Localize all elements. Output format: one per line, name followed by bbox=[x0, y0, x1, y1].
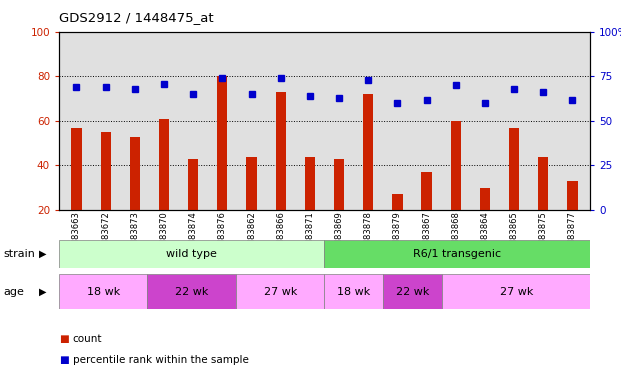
Text: ▶: ▶ bbox=[39, 286, 46, 297]
Bar bbox=[509, 128, 519, 210]
Bar bbox=[305, 157, 315, 210]
Text: strain: strain bbox=[3, 249, 35, 259]
Bar bbox=[422, 172, 432, 210]
Text: wild type: wild type bbox=[166, 249, 217, 259]
Text: ■: ■ bbox=[59, 334, 69, 344]
Bar bbox=[130, 136, 140, 210]
Text: 18 wk: 18 wk bbox=[337, 286, 371, 297]
Text: GDS2912 / 1448475_at: GDS2912 / 1448475_at bbox=[59, 11, 214, 24]
Bar bbox=[480, 188, 490, 210]
Bar bbox=[147, 274, 236, 309]
Text: 22 wk: 22 wk bbox=[175, 286, 209, 297]
Bar bbox=[383, 274, 442, 309]
Bar bbox=[59, 274, 147, 309]
Bar bbox=[538, 157, 548, 210]
Text: count: count bbox=[73, 334, 102, 344]
Bar bbox=[392, 194, 402, 210]
Text: ▶: ▶ bbox=[39, 249, 46, 259]
Bar bbox=[236, 274, 324, 309]
Bar bbox=[276, 92, 286, 210]
Text: R6/1 transgenic: R6/1 transgenic bbox=[413, 249, 501, 259]
Bar bbox=[363, 94, 373, 210]
Bar bbox=[217, 76, 227, 210]
Text: 27 wk: 27 wk bbox=[263, 286, 297, 297]
Text: 27 wk: 27 wk bbox=[499, 286, 533, 297]
Text: percentile rank within the sample: percentile rank within the sample bbox=[73, 355, 248, 365]
Bar bbox=[71, 128, 81, 210]
Bar bbox=[188, 159, 198, 210]
Bar bbox=[568, 181, 578, 210]
Text: age: age bbox=[3, 286, 24, 297]
Text: 18 wk: 18 wk bbox=[86, 286, 120, 297]
Bar bbox=[442, 274, 590, 309]
Bar bbox=[101, 132, 111, 210]
Bar bbox=[334, 159, 344, 210]
Bar bbox=[159, 119, 169, 210]
Bar bbox=[324, 240, 590, 268]
Bar bbox=[324, 274, 383, 309]
Bar bbox=[59, 240, 324, 268]
Bar bbox=[451, 121, 461, 210]
Bar bbox=[247, 157, 256, 210]
Text: 22 wk: 22 wk bbox=[396, 286, 430, 297]
Text: ■: ■ bbox=[59, 355, 69, 365]
